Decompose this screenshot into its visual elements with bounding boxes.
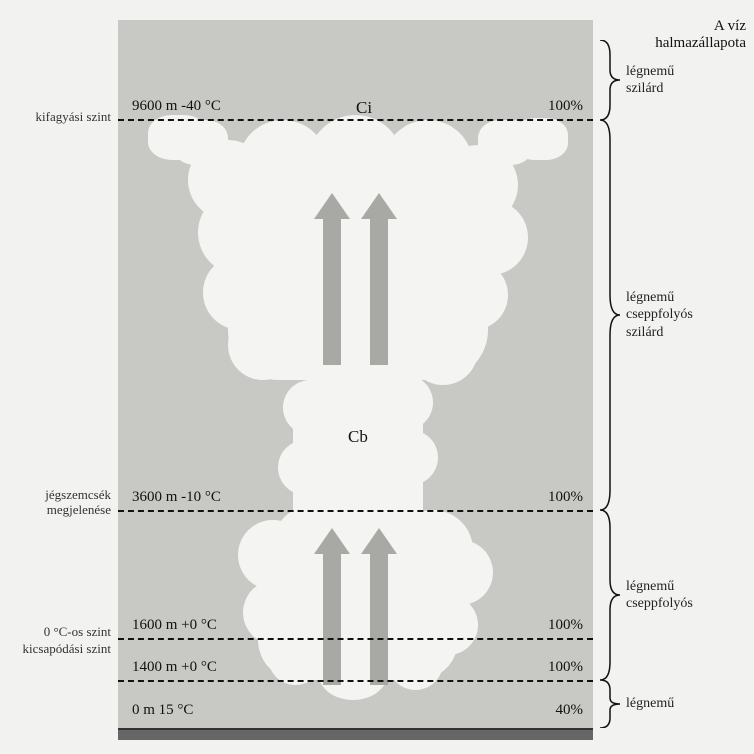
label-freezing-level: kifagyási szint xyxy=(36,109,111,125)
brace-icon xyxy=(598,510,620,680)
level-line-1400 xyxy=(118,680,593,682)
updraft-arrow-lower-right xyxy=(370,550,388,685)
brace-icon xyxy=(598,120,620,510)
alt-9600: 9600 m -40 °C xyxy=(132,98,221,115)
cloud-diagram: Ci Cb 9600 m -40 °C 100% 3600 m -10 °C 1… xyxy=(118,20,593,740)
alt-1600: 1600 m +0 °C xyxy=(132,617,217,634)
pct-9600: 100% xyxy=(548,98,583,115)
pct-3600: 100% xyxy=(548,489,583,506)
state-1a: légnemű xyxy=(626,63,674,81)
label-condensation: kicsapódási szint xyxy=(23,641,111,657)
page: kifagyási szint jégszemcsék megjelenése … xyxy=(0,0,754,754)
alt-3600: 3600 m -10 °C xyxy=(132,489,221,506)
level-line-9600 xyxy=(118,119,593,121)
pct-1600: 100% xyxy=(548,617,583,634)
state-3b: cseppfolyós xyxy=(626,595,693,613)
pct-1400: 100% xyxy=(548,659,583,676)
brace-icon xyxy=(598,680,620,728)
level-line-1600 xyxy=(118,638,593,640)
state-block-3: légnemű cseppfolyós xyxy=(598,510,693,680)
state-1b: szilárd xyxy=(626,80,674,98)
state-block-4: légnemű xyxy=(598,680,674,728)
updraft-arrow-upper-left xyxy=(323,215,341,365)
state-block-1: légnemű szilárd xyxy=(598,40,674,120)
updraft-arrow-upper-right xyxy=(370,215,388,365)
state-2b: cseppfolyós xyxy=(626,306,693,324)
state-2c: szilárd xyxy=(626,324,693,342)
label-ci: Ci xyxy=(356,98,372,118)
state-4a: légnemű xyxy=(626,695,674,713)
alt-0: 0 m 15 °C xyxy=(132,702,193,719)
label-zero-c: 0 °C-os szint xyxy=(44,624,111,640)
state-2a: légnemű xyxy=(626,289,693,307)
brace-icon xyxy=(598,40,620,120)
updraft-arrow-lower-left xyxy=(323,550,341,685)
pct-0: 40% xyxy=(556,702,584,719)
ground-strip xyxy=(118,728,593,740)
alt-1400: 1400 m +0 °C xyxy=(132,659,217,676)
title-line1: A víz xyxy=(714,18,746,34)
label-ice-appear-2: megjelenése xyxy=(47,502,111,518)
label-ice-appear-1: jégszemcsék xyxy=(45,487,111,503)
state-3a: légnemű xyxy=(626,578,693,596)
state-block-2: légnemű cseppfolyós szilárd xyxy=(598,120,693,510)
level-line-3600 xyxy=(118,510,593,512)
label-cb: Cb xyxy=(348,427,368,447)
